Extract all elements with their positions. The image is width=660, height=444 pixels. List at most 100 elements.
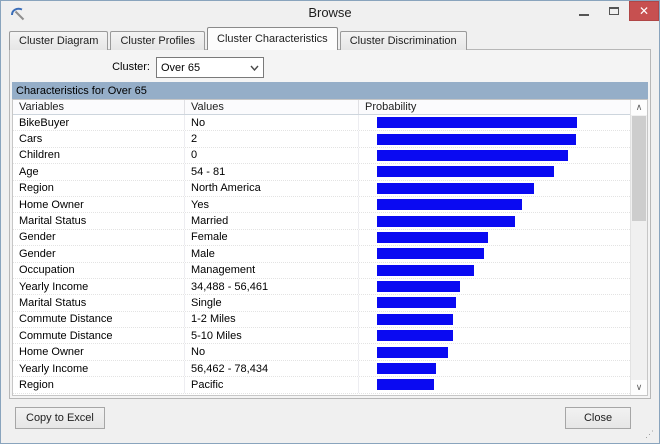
scrollbar-thumb[interactable]: [632, 116, 646, 221]
row-probability: [359, 295, 630, 310]
table-row[interactable]: Marital Status Married: [13, 213, 630, 230]
table-row[interactable]: Region North America: [13, 180, 630, 197]
row-probability: [359, 148, 630, 163]
row-probability: [359, 164, 630, 179]
table-row[interactable]: BikeBuyer No: [13, 115, 630, 132]
scroll-up-button[interactable]: ∧: [631, 100, 647, 115]
row-value: 1-2 Miles: [185, 311, 359, 328]
row-value: 34,488 - 56,461: [185, 278, 359, 295]
minimize-icon: [579, 14, 589, 16]
tab-strip: Cluster Diagram Cluster Profiles Cluster C…: [9, 27, 469, 50]
tab-cluster-profiles[interactable]: Cluster Profiles: [110, 31, 206, 50]
table-row[interactable]: Children 0: [13, 147, 630, 165]
resize-grip-icon[interactable]: ⋰: [645, 429, 654, 439]
table-body: BikeBuyer No Cars 2 Children 0 Age 54 - …: [13, 115, 630, 395]
tab-cluster-discrimination[interactable]: Cluster Discrimination: [339, 31, 467, 50]
scroll-down-button[interactable]: ∨: [631, 380, 647, 395]
scroll-down-icon: ∨: [635, 382, 643, 392]
table-row[interactable]: Marital Status Single: [13, 295, 630, 312]
cluster-label: Cluster:: [112, 61, 150, 73]
column-header-values[interactable]: Values: [185, 100, 359, 114]
table-row[interactable]: Cars 2: [13, 131, 630, 148]
probability-bar: [377, 215, 515, 227]
row-probability: [359, 246, 630, 261]
row-variable: Gender: [13, 229, 185, 246]
table-row[interactable]: Home Owner No: [13, 344, 630, 361]
row-variable: Home Owner: [13, 196, 185, 213]
footer-bar: Copy to Excel Close ⋰: [1, 399, 659, 443]
row-variable: Commute Distance: [13, 311, 185, 328]
cluster-characteristics-page: Cluster: Over 65 Characteristics for Ove…: [9, 49, 651, 399]
table-main: Variables Values Probability BikeBuyer N…: [13, 100, 630, 395]
row-variable: Home Owner: [13, 344, 185, 360]
scrollbar-track[interactable]: [631, 115, 647, 380]
maximize-button[interactable]: [599, 1, 629, 21]
row-variable: BikeBuyer: [13, 115, 185, 131]
probability-bar: [377, 264, 474, 276]
table-row[interactable]: Yearly Income 34,488 - 56,461: [13, 278, 630, 296]
table-row[interactable]: Home Owner Yes: [13, 196, 630, 214]
probability-bar: [377, 313, 453, 325]
section-header-band: Characteristics for Over 65: [12, 82, 648, 99]
maximize-icon: [609, 7, 619, 15]
row-value: No: [185, 115, 359, 131]
characteristics-table: Variables Values Probability BikeBuyer N…: [12, 99, 648, 396]
probability-bar: [377, 166, 554, 178]
row-variable: Children: [13, 147, 185, 164]
table-row[interactable]: Gender Male: [13, 246, 630, 263]
table-header-row: Variables Values Probability: [13, 100, 630, 115]
probability-bar: [377, 199, 522, 211]
scroll-up-icon: ∧: [635, 102, 643, 112]
close-icon: ✕: [638, 4, 650, 18]
tab-cluster-characteristics[interactable]: Cluster Characteristics: [207, 27, 338, 50]
table-row[interactable]: Region Pacific: [13, 377, 630, 394]
row-probability: [359, 361, 630, 376]
minimize-button[interactable]: [569, 1, 599, 21]
close-button[interactable]: Close: [565, 407, 631, 429]
row-value: Female: [185, 229, 359, 246]
row-value: Pacific: [185, 377, 359, 393]
row-value: 5-10 Miles: [185, 328, 359, 344]
cluster-selector-row: Cluster: Over 65: [10, 57, 650, 78]
chevron-down-icon: [245, 65, 263, 71]
tab-cluster-diagram[interactable]: Cluster Diagram: [9, 31, 109, 50]
title-bar[interactable]: Browse ✕: [1, 1, 659, 27]
column-header-probability[interactable]: Probability: [359, 100, 630, 114]
row-probability: [359, 181, 630, 196]
row-variable: Cars: [13, 131, 185, 147]
probability-bar: [377, 149, 568, 161]
row-probability: [359, 131, 630, 146]
row-probability: [359, 344, 630, 359]
row-probability: [359, 230, 630, 245]
table-row[interactable]: Commute Distance 5-10 Miles: [13, 328, 630, 345]
close-window-button[interactable]: ✕: [629, 1, 659, 21]
row-variable: Gender: [13, 246, 185, 262]
cluster-combobox[interactable]: Over 65: [156, 57, 264, 78]
table-row[interactable]: Age 54 - 81: [13, 164, 630, 181]
table-row[interactable]: Commute Distance 1-2 Miles: [13, 311, 630, 329]
table-row[interactable]: Occupation Management: [13, 262, 630, 279]
row-variable: Age: [13, 164, 185, 180]
row-variable: Region: [13, 377, 185, 393]
row-variable: Occupation: [13, 262, 185, 278]
copy-to-excel-button[interactable]: Copy to Excel: [15, 407, 105, 429]
row-probability: [359, 213, 630, 228]
column-header-variables[interactable]: Variables: [13, 100, 185, 114]
row-variable: Marital Status: [13, 213, 185, 229]
row-value: 54 - 81: [185, 164, 359, 180]
row-value: Married: [185, 213, 359, 229]
row-value: 2: [185, 131, 359, 147]
vertical-scrollbar[interactable]: ∧ ∨: [630, 100, 647, 395]
probability-bar: [377, 281, 460, 293]
section-header-text: Characteristics for Over 65: [16, 84, 147, 97]
row-probability: [359, 377, 630, 392]
row-value: 0: [185, 147, 359, 164]
probability-bar: [377, 346, 448, 358]
row-probability: [359, 115, 630, 130]
table-row[interactable]: Gender Female: [13, 229, 630, 247]
row-value: No: [185, 344, 359, 360]
row-probability: [359, 312, 630, 327]
table-row[interactable]: Yearly Income 56,462 - 78,434: [13, 360, 630, 378]
probability-bar: [377, 379, 434, 391]
probability-bar: [377, 297, 456, 309]
